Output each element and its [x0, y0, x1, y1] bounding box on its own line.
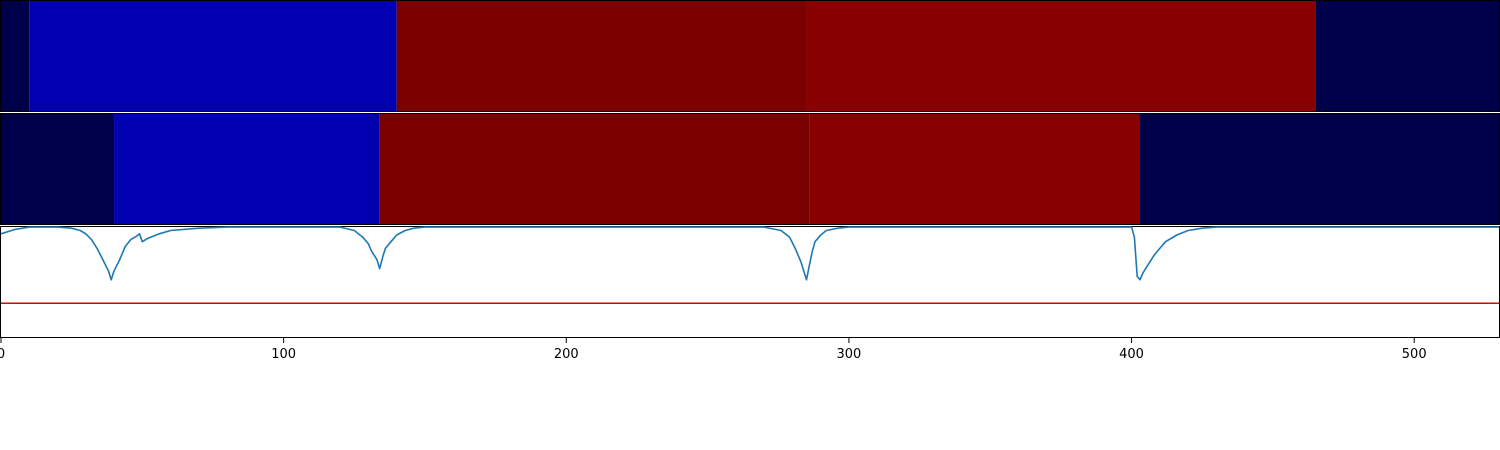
heatmap-cell-2-1 — [1, 113, 115, 225]
heatmap-cell-1-1 — [1, 0, 30, 112]
heatmap-cell-2-2 — [114, 113, 380, 225]
x-tick-label: 100 — [271, 347, 296, 362]
heatmap-cell-2-4 — [809, 113, 1141, 225]
heatmap-cell-1-3 — [396, 0, 807, 112]
heatmap-cell-2-5 — [1140, 113, 1499, 225]
series-line-1 — [0, 226, 1499, 281]
heatmap-band-middle — [0, 113, 1500, 225]
x-tick-label: 0 — [0, 347, 5, 362]
heatmap-cell-1-4 — [806, 0, 1316, 112]
heatmap-cell-1-2 — [29, 0, 397, 112]
heatmap-cell-2-3 — [379, 113, 810, 225]
heatmap-cell-1-5 — [1315, 0, 1499, 112]
line-panel — [0, 226, 1500, 338]
x-tick-label: 200 — [554, 347, 579, 362]
x-tick-label: 500 — [1402, 347, 1427, 362]
x-tick-label: 400 — [1119, 347, 1144, 362]
x-axis: 0 100 200 300 400 500 — [0, 338, 1427, 362]
line-panel-frame — [0, 226, 1500, 338]
heatmap-band-top — [0, 0, 1500, 112]
x-tick-label: 300 — [837, 347, 862, 362]
